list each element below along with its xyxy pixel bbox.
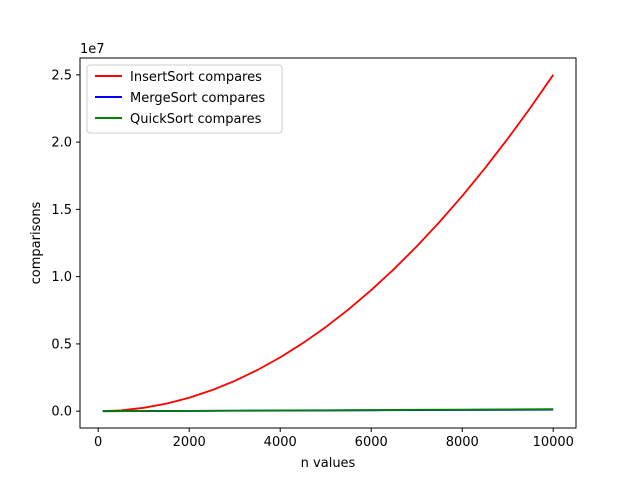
y-tick-label: 1.5 bbox=[51, 203, 72, 218]
x-tick-label: 8000 bbox=[446, 435, 479, 450]
x-axis: 0 2000 4000 6000 8000 10000 bbox=[94, 428, 574, 450]
y-tick-label: 0.0 bbox=[51, 405, 72, 420]
legend-box bbox=[86, 64, 283, 134]
x-tick-label: 2000 bbox=[173, 435, 206, 450]
legend: InsertSort compares MergeSort compares Q… bbox=[86, 64, 283, 134]
x-axis-label: n values bbox=[301, 456, 356, 471]
x-tick-label: 0 bbox=[94, 435, 102, 450]
legend-label-mergesort: MergeSort compares bbox=[130, 91, 265, 106]
x-tick-label: 4000 bbox=[264, 435, 297, 450]
axes-frame bbox=[79, 57, 577, 429]
series-line-insertsort bbox=[102, 74, 554, 413]
y-axis: 0.0 0.5 1.0 1.5 2.0 2.5 bbox=[51, 68, 80, 420]
series-line-quicksort bbox=[102, 408, 554, 413]
legend-label-quicksort: QuickSort compares bbox=[130, 112, 262, 127]
y-tick-label: 1.0 bbox=[51, 270, 72, 285]
legend-label-insertsort: InsertSort compares bbox=[130, 70, 262, 85]
y-tick-label: 0.5 bbox=[51, 337, 72, 352]
y-tick-label: 2.0 bbox=[51, 136, 72, 151]
y-axis-offset-label: 1e7 bbox=[80, 42, 105, 57]
y-tick-label: 2.5 bbox=[51, 68, 72, 83]
plot-area-series bbox=[102, 74, 554, 413]
x-tick-label: 6000 bbox=[355, 435, 388, 450]
x-tick-label: 10000 bbox=[533, 435, 574, 450]
y-axis-label: comparisons bbox=[29, 201, 44, 284]
